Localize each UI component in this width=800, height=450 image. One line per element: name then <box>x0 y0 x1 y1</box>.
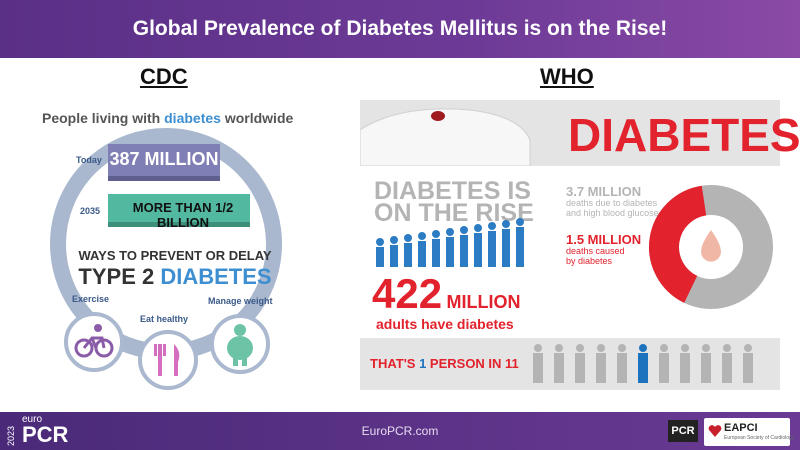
eapci-logo-text: EAPCI <box>724 422 758 434</box>
rise-heading: DIABETES IS ON THE RISE <box>374 177 534 227</box>
future-bar-shadow <box>108 222 250 227</box>
fork-knife-icon <box>154 344 180 376</box>
exercise-circle <box>64 312 124 372</box>
future-label: 2035 <box>80 206 101 216</box>
today-bar <box>108 144 220 180</box>
adults-caption: adults have diabetes <box>376 316 514 332</box>
deaths-diabetes-caption: deaths caused by diabetes <box>566 246 625 266</box>
pcr-logo: PCR <box>668 420 698 442</box>
cdc-headline: People living with diabetes worldwide <box>42 110 294 126</box>
eapci-logo-subtext: European Society of Cardiology <box>724 435 795 441</box>
footer-brand-small: euro <box>22 414 43 425</box>
today-label: Today <box>76 155 102 165</box>
footer-year: 2023 <box>6 425 16 446</box>
eat-healthy-circle <box>138 330 198 390</box>
slide-title: Global Prevalence of Diabetes Mellitus i… <box>132 17 668 40</box>
future-value: MORE THAN 1/2 BILLION <box>132 200 234 230</box>
blood-drop-icon <box>701 230 721 262</box>
ways-line-2: TYPE 2 DIABETES <box>78 264 272 289</box>
tip-label-exercise: Exercise <box>72 294 110 304</box>
tip-label-manage-weight: Manage weight <box>208 296 273 306</box>
rising-crowd-icon <box>376 218 524 267</box>
fingertip-blood-drop-icon <box>360 108 531 166</box>
today-value: 387 MILLION <box>109 149 219 169</box>
footer-bar <box>0 412 800 450</box>
deaths-donut-chart <box>649 185 773 309</box>
bicycle-icon <box>74 324 114 358</box>
today-bar-shadow <box>108 176 220 181</box>
person-weight-icon <box>227 324 253 366</box>
deaths-total-caption: deaths due to diabetes and high blood gl… <box>566 198 659 218</box>
who-heading: WHO <box>540 64 594 89</box>
europcr-logo: PCR <box>22 422 69 447</box>
deaths-diabetes-value: 1.5 MILLION <box>566 232 642 247</box>
adults-figure: 422 MILLION <box>372 270 521 317</box>
deaths-total-value: 3.7 MILLION <box>566 184 642 199</box>
who-infographic: DIABETES DIABETES IS ON THE RISE 422 MIL… <box>360 100 800 400</box>
manage-weight-circle <box>210 314 270 374</box>
eapci-logo: EAPCI European Society of Cardiology <box>704 418 794 446</box>
header-bar <box>0 0 800 58</box>
heart-icon <box>708 425 722 437</box>
donut-diabetes-arc <box>649 185 708 303</box>
cdc-heading: CDC <box>140 64 188 89</box>
diabetes-banner-word: DIABETES <box>568 109 800 161</box>
ways-line-1: WAYS TO PREVENT OR DELAY <box>78 248 272 263</box>
one-in-eleven-people-icon <box>533 344 753 383</box>
cdc-infographic: People living with diabetes worldwide To… <box>0 100 320 400</box>
tip-label-eat-healthy: Eat healthy <box>140 314 189 324</box>
future-bar <box>108 194 250 226</box>
ratio-text: THAT'S 1 PERSON IN 11 <box>370 356 519 371</box>
footer-url[interactable]: EuroPCR.com <box>361 424 439 438</box>
